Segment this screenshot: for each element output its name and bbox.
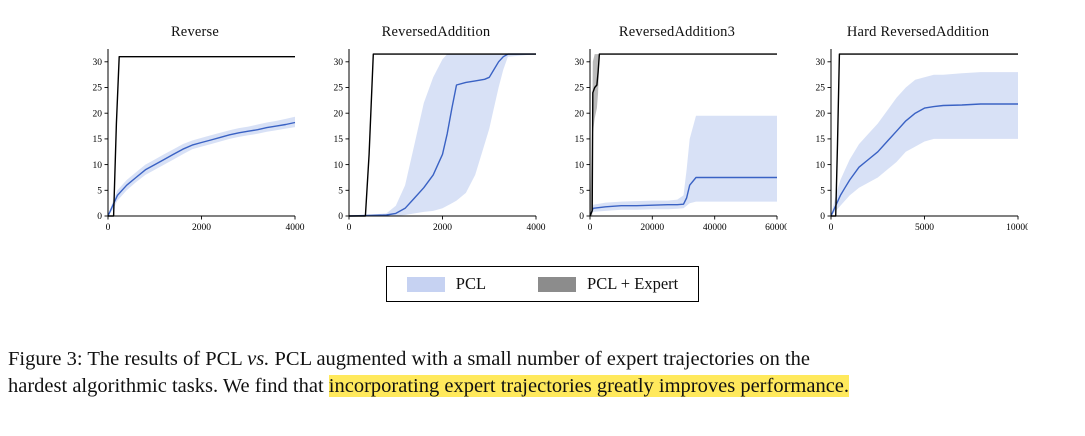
svg-text:30: 30	[92, 58, 102, 68]
svg-text:15: 15	[815, 135, 825, 145]
legend-item-pcl: PCL	[406, 274, 487, 294]
figure-3: Reverse 0 5 10 15 20 25 30 0 2000 4000 ReversedAd…	[0, 24, 1085, 400]
svg-text:20: 20	[574, 109, 584, 119]
svg-text:15: 15	[333, 135, 343, 145]
svg-text:2000: 2000	[433, 223, 452, 233]
chart-panel-hard-reversedaddition: Hard ReversedAddition 0 5 10 15 20 25 30 0 5000 1…	[795, 24, 1028, 242]
chart-panel-reverse: Reverse 0 5 10 15 20 25 30 0 2000 4000	[72, 24, 305, 242]
svg-text:2000: 2000	[192, 223, 211, 233]
svg-text:0: 0	[587, 223, 592, 233]
svg-text:0: 0	[820, 212, 825, 222]
svg-text:0: 0	[105, 223, 110, 233]
legend-label-pcl: PCL	[455, 274, 487, 293]
caption-text-3: hardest algorithmic tasks. We find that	[8, 375, 329, 398]
svg-text:10: 10	[815, 161, 825, 171]
svg-text:15: 15	[574, 135, 584, 145]
caption-figure-label: Figure 3:	[8, 348, 83, 370]
svg-text:20: 20	[92, 109, 102, 119]
svg-text:25: 25	[333, 84, 343, 94]
svg-text:20: 20	[333, 109, 343, 119]
svg-text:25: 25	[574, 84, 584, 94]
svg-text:5: 5	[338, 187, 343, 197]
caption-vs: vs.	[247, 348, 270, 370]
svg-text:20000: 20000	[640, 223, 664, 233]
caption-highlight: incorporating expert trajectories greatl…	[328, 375, 850, 398]
svg-text:30: 30	[333, 58, 343, 68]
svg-text:5: 5	[820, 187, 825, 197]
chart-title-hard-reversedaddition: Hard ReversedAddition	[846, 24, 990, 40]
svg-text:0: 0	[579, 212, 584, 222]
pcl-color-patch	[406, 276, 445, 292]
chart-hard-reversedaddition: 0 5 10 15 20 25 30 0 5000 10000	[815, 49, 1028, 233]
svg-text:0: 0	[338, 212, 343, 222]
svg-text:5: 5	[579, 187, 584, 197]
svg-text:30: 30	[815, 58, 825, 68]
chart-title-reversedaddition: ReversedAddition	[381, 24, 491, 40]
svg-text:25: 25	[92, 84, 102, 94]
svg-text:10000: 10000	[1006, 223, 1028, 233]
chart-panel-reversedaddition3: ReversedAddition3 0 5 10 15 20 25 30 0 20000 4000…	[554, 24, 787, 242]
svg-text:20: 20	[815, 109, 825, 119]
svg-text:0: 0	[97, 212, 102, 222]
pcl-expert-color-patch	[538, 276, 577, 292]
legend-item-pcl-expert: PCL + Expert	[538, 274, 678, 294]
svg-text:10: 10	[333, 161, 343, 171]
svg-text:5000: 5000	[915, 223, 934, 233]
svg-text:40000: 40000	[702, 223, 726, 233]
svg-text:5: 5	[97, 187, 102, 197]
svg-text:10: 10	[574, 161, 584, 171]
svg-text:15: 15	[92, 135, 102, 145]
svg-text:10: 10	[92, 161, 102, 171]
svg-text:25: 25	[815, 84, 825, 94]
svg-text:4000: 4000	[285, 223, 304, 233]
legend-label-pcl-expert: PCL + Expert	[587, 274, 679, 293]
chart-reversedaddition: 0 5 10 15 20 25 30 0 2000 4000	[333, 49, 545, 233]
svg-text:30: 30	[574, 58, 584, 68]
legend: PCL PCL + Expert	[385, 266, 700, 302]
chart-reverse: 0 5 10 15 20 25 30 0 2000 4000	[92, 49, 304, 233]
svg-text:0: 0	[346, 223, 351, 233]
svg-text:60000: 60000	[765, 223, 787, 233]
chart-title-reversedaddition3: ReversedAddition3	[618, 24, 736, 40]
caption-text-2: PCL augmented with a small number of exp…	[269, 348, 811, 370]
caption-text-1: The results of PCL	[87, 348, 248, 370]
figure-caption: Figure 3: The results of PCL vs. PCL aug…	[8, 346, 1077, 400]
svg-text:0: 0	[828, 223, 833, 233]
chart-reversedaddition3: 0 5 10 15 20 25 30 0 20000 40000 60000	[574, 49, 787, 233]
chart-panel-reversedaddition: ReversedAddition 0 5 10 15 20 25 30 0 2000 4000	[313, 24, 546, 242]
chart-title-reverse: Reverse	[170, 24, 220, 40]
svg-text:4000: 4000	[526, 223, 545, 233]
charts-row: Reverse 0 5 10 15 20 25 30 0 2000 4000 ReversedAd…	[0, 24, 1085, 242]
